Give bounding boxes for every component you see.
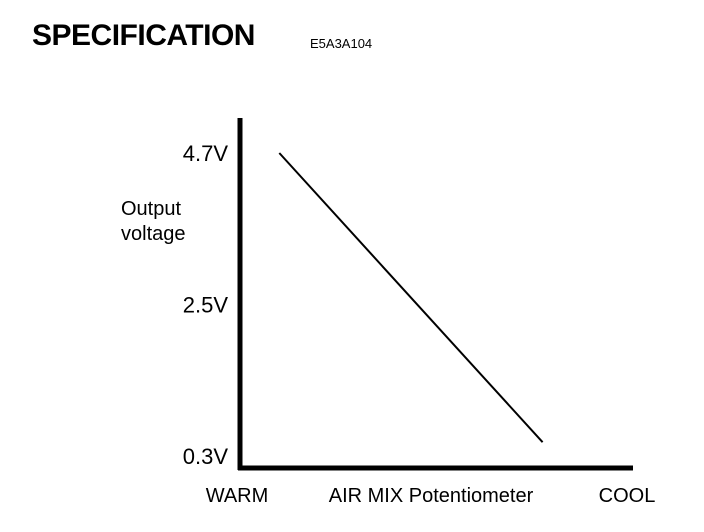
page-title: SPECIFICATION [32,19,255,52]
x-tick-label-start: WARM [206,485,269,507]
chart-marks [278,152,544,443]
series-line-0 [278,152,544,443]
axis-ticks: 4.7V 2.5V 0.3V WARM AIR MIX Potentiometer COO… [183,141,656,507]
y-axis-label-line-1: Output [121,198,182,220]
x-tick-label-end: COOL [599,485,656,507]
y-axis-label-line-2: voltage [121,223,186,245]
y-tick-label: 2.5V [183,293,229,318]
x-axis-label: AIR MIX Potentiometer [329,485,534,507]
y-axis-label: Output voltage [121,197,186,247]
y-tick-label: 0.3V [183,444,229,469]
document-code: E5A3A104 [310,36,373,51]
y-tick-label: 4.7V [183,141,229,166]
